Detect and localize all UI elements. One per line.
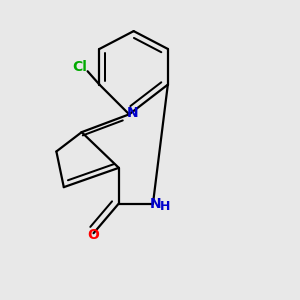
Text: H: H [160,200,171,213]
Text: N: N [127,106,139,120]
Text: Cl: Cl [72,60,87,74]
Text: N: N [150,197,162,211]
Text: O: O [88,228,100,242]
